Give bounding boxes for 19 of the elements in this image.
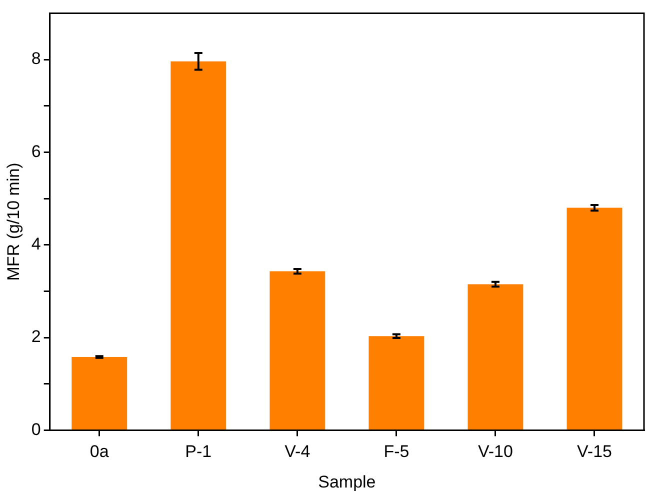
- y-tick-label: 0: [31, 420, 41, 439]
- bar: [566, 208, 622, 430]
- x-tick-label: V-4: [284, 442, 310, 462]
- y-tick-label: 2: [31, 327, 41, 346]
- bar: [368, 336, 424, 430]
- y-tick-label: 6: [31, 142, 41, 161]
- bar: [468, 284, 524, 430]
- bar: [170, 61, 226, 430]
- y-tick-label: 4: [31, 234, 41, 254]
- x-tick-label: V-15: [576, 442, 612, 462]
- x-tick-label: 0a: [90, 442, 110, 462]
- x-tick-label: V-10: [478, 442, 513, 462]
- bar: [72, 356, 128, 430]
- y-axis-title: MFR (g/10 min): [4, 162, 23, 281]
- y-tick-label: 8: [31, 49, 41, 68]
- x-tick-label: F-5: [384, 442, 410, 462]
- bar: [270, 271, 326, 430]
- x-tick-label: P-1: [185, 442, 212, 462]
- x-axis-title: Sample: [318, 472, 376, 492]
